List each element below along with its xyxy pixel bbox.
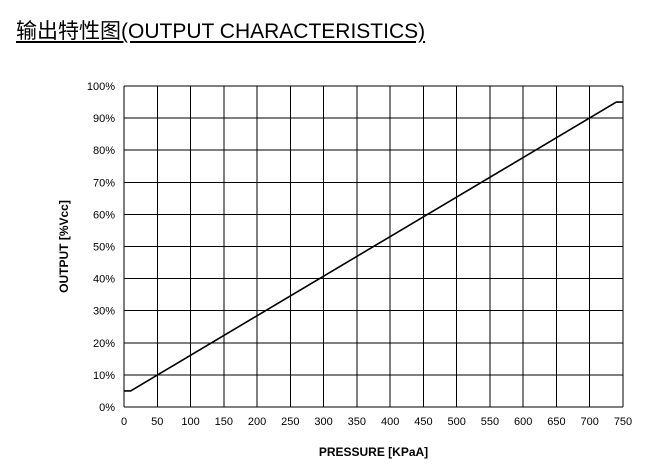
x-tick-label: 500 [447, 416, 465, 428]
x-tick-label: 750 [614, 416, 632, 428]
y-axis-label: OUTPUT [%Vcc] [57, 200, 71, 293]
x-axis-label: PRESSURE [KPaA] [319, 445, 428, 459]
x-tick-label: 350 [348, 416, 366, 428]
y-tick-label: 10% [93, 370, 115, 382]
x-tick-label: 400 [381, 416, 399, 428]
y-tick-label: 80% [93, 145, 115, 157]
x-tick-label: 250 [281, 416, 299, 428]
x-tick-label: 700 [581, 416, 599, 428]
y-tick-label: 20% [93, 338, 115, 350]
y-tick-label: 60% [93, 209, 115, 221]
x-tick-label: 550 [481, 416, 499, 428]
y-tick-labels: 0% 10% 20% 30% 40% 50% 60% 70% 80% 90% 100% [87, 81, 115, 414]
x-tick-label: 200 [248, 416, 266, 428]
x-tick-label: 600 [514, 416, 532, 428]
series-line-0 [124, 101, 623, 392]
y-tick-label: 70% [93, 177, 115, 189]
x-tick-label: 650 [547, 416, 565, 428]
series-layer [124, 101, 623, 392]
y-tick-label: 40% [93, 274, 115, 286]
x-tick-label: 0 [121, 416, 127, 428]
y-tick-label: 0% [99, 402, 115, 414]
y-tick-label: 50% [93, 242, 115, 254]
x-tick-label: 50 [151, 416, 163, 428]
y-tick-label: 30% [93, 306, 115, 318]
x-tick-label: 300 [314, 416, 332, 428]
x-tick-label: 150 [215, 416, 233, 428]
x-tick-label: 450 [414, 416, 432, 428]
x-tick-labels: 0 50 100 150 200 250 300 350 400 450 500 550 600 650 7… [121, 416, 632, 428]
page-title: 输出特性图(OUTPUT CHARACTERISTICS) [16, 20, 426, 43]
y-tick-label: 100% [87, 81, 115, 93]
grid [123, 85, 624, 408]
y-tick-label: 90% [93, 113, 115, 125]
x-tick-label: 100 [181, 416, 199, 428]
